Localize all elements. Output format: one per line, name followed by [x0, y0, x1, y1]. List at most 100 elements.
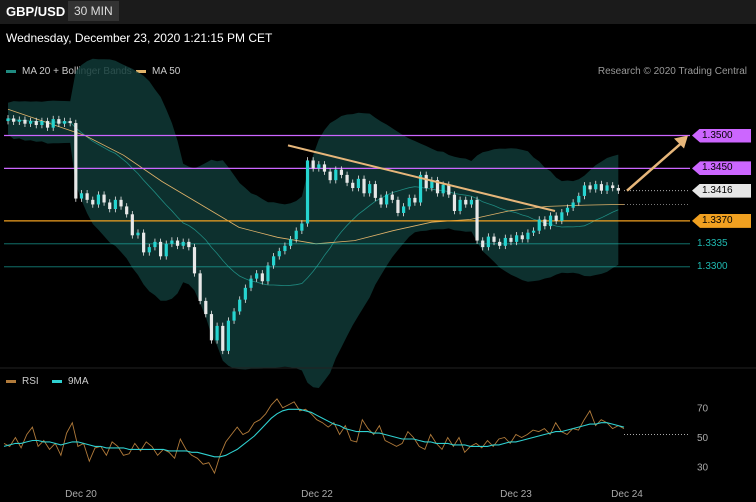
candle-body: [51, 119, 55, 128]
rsi-tick-label: 70: [697, 403, 709, 414]
x-tick-label: Dec 23: [500, 489, 532, 500]
ma20-swatch: [6, 70, 16, 73]
candle-body: [452, 194, 457, 212]
candle-body: [209, 314, 214, 341]
candle-body: [79, 193, 84, 199]
candle-body: [413, 197, 417, 203]
candle-body: [187, 241, 191, 248]
candle-body: [272, 256, 276, 266]
candle-body: [221, 325, 225, 351]
candle-body: [317, 164, 321, 169]
candle-body: [560, 212, 564, 221]
candle-body: [170, 240, 174, 244]
price-label-support: 1.3300: [697, 260, 728, 272]
candle-body: [102, 194, 106, 203]
candle-body: [469, 199, 474, 205]
candle-body: [198, 273, 202, 301]
candle-body: [362, 178, 366, 194]
candle-body: [119, 199, 123, 207]
ma50-swatch: [136, 70, 146, 73]
legend-rsi-label: RSI: [22, 376, 39, 387]
candle-body: [594, 184, 598, 190]
candle-body: [334, 169, 338, 181]
candle-body: [407, 197, 411, 207]
rsi-tick-label: 30: [697, 463, 709, 474]
ma9-swatch: [52, 380, 62, 383]
candle-body: [548, 215, 553, 227]
rsi-ma9-line: [3, 408, 625, 458]
bollinger-band-area: [8, 58, 619, 388]
candle-body: [385, 194, 389, 205]
candle-body: [255, 273, 259, 279]
candle-body: [311, 160, 315, 169]
candle-body: [6, 118, 10, 122]
candle-body: [328, 171, 332, 181]
candle-body: [322, 164, 327, 172]
trendline: [287, 144, 556, 212]
candle-body: [543, 219, 547, 227]
candle-body: [368, 184, 372, 194]
legend-ma50-label: MA 50: [152, 66, 181, 77]
projection-arrow-shaft: [626, 141, 683, 192]
candle-body: [441, 184, 445, 194]
candle-body: [130, 214, 134, 236]
rsi-swatch: [6, 380, 16, 383]
candle-body: [571, 202, 575, 208]
x-axis: Dec 20 Dec 22 Dec 23 Dec 24: [65, 489, 643, 500]
candle-body: [447, 184, 451, 195]
candle-body: [588, 185, 592, 190]
candle-body: [599, 184, 603, 191]
candle-body: [401, 206, 406, 213]
candle-body: [577, 195, 581, 203]
x-tick-label: Dec 24: [611, 489, 643, 500]
header-bar: GBP/USD 30 MIN: [0, 0, 756, 24]
candle-body: [226, 320, 231, 351]
candle-body: [91, 199, 95, 205]
candle-body: [266, 265, 270, 282]
candle-body: [113, 199, 117, 210]
candle-body: [142, 232, 146, 253]
price-levels: [4, 134, 690, 268]
rsi-line: [3, 398, 625, 475]
candle-body: [492, 236, 496, 242]
candle-body: [192, 247, 197, 274]
ma20-line: [7, 118, 619, 287]
candle-body: [305, 160, 310, 224]
legend-rsi: RSI: [6, 376, 39, 387]
candle-body: [12, 118, 16, 122]
credit-label: Research © 2020 Trading Central: [597, 66, 747, 77]
candle-body: [481, 240, 485, 248]
candle-body: [288, 239, 293, 246]
legend-ma50: MA 50: [136, 66, 180, 77]
candle-body: [40, 121, 44, 126]
legend-ma9: 9MA: [52, 376, 89, 387]
candle-body: [430, 180, 434, 189]
candle-body: [215, 325, 219, 341]
candle-body: [68, 121, 72, 124]
candle-body: [537, 219, 541, 231]
candle-body: [181, 241, 185, 246]
price-label-resistance: 1.3450: [692, 161, 751, 176]
candle-body: [147, 247, 151, 253]
price-label-last: 1.3416: [692, 183, 751, 198]
candle-body: [153, 241, 157, 248]
candle-body: [435, 180, 440, 194]
candle-body: [243, 287, 247, 300]
x-tick-label: Dec 20: [65, 489, 97, 500]
candle-body: [96, 194, 101, 205]
candle-body: [498, 241, 502, 246]
candle-body: [565, 207, 570, 213]
datetime-label: Wednesday, December 23, 2020 1:21:15 PM …: [6, 31, 273, 45]
timeframe-button[interactable]: 30 MIN: [68, 1, 119, 21]
candle-body: [379, 197, 383, 205]
candle-body: [158, 241, 163, 257]
candle-body: [531, 230, 536, 233]
rsi-panel: 70 50 30: [3, 398, 709, 475]
candle-body: [605, 185, 609, 191]
symbol-label[interactable]: GBP/USD: [6, 4, 66, 19]
price-label-pivot: 1.3370: [692, 213, 751, 228]
projection-arrow-head: [674, 135, 688, 149]
candle-body: [464, 199, 468, 205]
candle-body: [260, 273, 264, 282]
